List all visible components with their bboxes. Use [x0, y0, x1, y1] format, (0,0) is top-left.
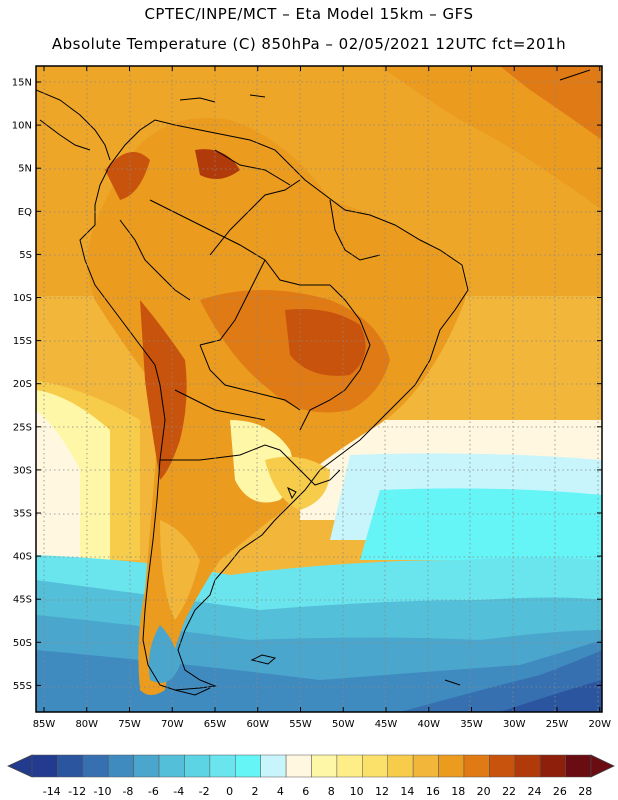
colorbar-label: 10: [350, 785, 364, 798]
colorbar-label: -4: [173, 785, 184, 798]
lon-label: 35W: [460, 719, 483, 730]
lon-label: 85W: [33, 719, 56, 730]
colorbar-swatch: [438, 754, 465, 778]
lat-label: 50S: [13, 638, 32, 649]
colorbar-label: -6: [148, 785, 159, 798]
lat-label: 15S: [13, 336, 32, 347]
colorbar-swatch: [235, 754, 261, 778]
lat-label: 55S: [13, 681, 32, 692]
lon-label: 20W: [588, 719, 611, 730]
lon-label: 30W: [503, 719, 526, 730]
colorbar-label: -14: [43, 785, 61, 798]
colorbar-label: -12: [68, 785, 86, 798]
colorbar-swatch: [463, 754, 490, 778]
lat-label: 40S: [13, 552, 32, 563]
lat-label: 45S: [13, 595, 32, 606]
colorbar-swatch: [539, 754, 566, 778]
colorbar-high-arrow: [590, 754, 615, 778]
colorbar-label: 20: [477, 785, 491, 798]
colorbar-label: -8: [122, 785, 133, 798]
coastlines-and-borders: [36, 69, 591, 696]
colorbar-label: 28: [578, 785, 592, 798]
lat-label: 30S: [13, 465, 32, 476]
colorbar-swatch: [362, 754, 388, 778]
lon-label: 70W: [161, 719, 184, 730]
colorbar-swatch: [285, 754, 312, 778]
chart-title-line-1: CPTEC/INPE/MCT – Eta Model 15km – GFS: [144, 5, 474, 23]
axis-tickmarks: [36, 66, 602, 712]
lon-label: 50W: [332, 719, 355, 730]
lon-label: 40W: [417, 719, 440, 730]
colorbar-label: 18: [451, 785, 465, 798]
lat-label: 25S: [13, 422, 32, 433]
lat-label: 15N: [12, 78, 32, 89]
colorbar-label: -2: [199, 785, 210, 798]
lon-label: 55W: [289, 719, 312, 730]
longitude-labels: 85W 80W 75W 70W 65W 60W 55W 50W 45W 40W 35W 30W 25W 2…: [33, 719, 611, 730]
colorbar-label: 8: [328, 785, 335, 798]
colorbar-label: 22: [502, 785, 516, 798]
colorbar-swatch: [387, 754, 414, 778]
colorbar-label: 16: [426, 785, 440, 798]
lon-label: 75W: [118, 719, 141, 730]
colorbar-swatch: [107, 754, 134, 778]
colorbar-swatch: [82, 754, 109, 778]
colorbar-swatch: [158, 754, 185, 778]
colorbar-label: 12: [375, 785, 389, 798]
lon-label: 65W: [204, 719, 227, 730]
colorbar-swatch: [336, 754, 363, 778]
colorbar-label: 2: [251, 785, 258, 798]
colorbar-swatch: [57, 754, 84, 778]
colorbar-label: 26: [553, 785, 567, 798]
colorbar: [7, 754, 615, 778]
lat-label: 10S: [13, 293, 32, 304]
colorbar-swatch: [260, 754, 287, 778]
colorbar-swatch: [311, 754, 338, 778]
colorbar-swatch: [565, 754, 592, 778]
colorbar-swatch: [184, 754, 211, 778]
lat-label: 10N: [12, 121, 32, 132]
lat-label: EQ: [18, 207, 32, 218]
colorbar-swatch: [133, 754, 160, 778]
colorbar-swatch: [489, 754, 516, 778]
map-frame: [35, 65, 603, 713]
colorbar-swatch: [412, 754, 439, 778]
lat-label: 35S: [13, 509, 32, 520]
lat-label: 20S: [13, 379, 32, 390]
latitude-labels: 15N 10N 5N EQ 5S 10S 15S 20S 25S 30S 35S 40S 45S 50S 5…: [12, 78, 32, 692]
colorbar-label: 4: [277, 785, 284, 798]
colorbar-label: 14: [400, 785, 414, 798]
colorbar-label: 24: [527, 785, 541, 798]
colorbar-label: 0: [226, 785, 233, 798]
colorbar-swatch: [514, 754, 541, 778]
colorbar-swatch: [31, 754, 58, 778]
colorbar-label: -10: [94, 785, 112, 798]
lon-label: 45W: [375, 719, 398, 730]
lat-label: 5N: [18, 164, 32, 175]
chart-title-line-2: Absolute Temperature (C) 850hPa – 02/05/…: [51, 35, 567, 53]
lon-label: 60W: [246, 719, 269, 730]
colorbar-swatch: [209, 754, 236, 778]
colorbar-label: 6: [302, 785, 309, 798]
lat-label: 5S: [19, 250, 32, 261]
temperature-field: [36, 66, 602, 712]
colorbar-labels: -14 -12 -10 -8 -6 -4 -2 0 2 4 6 8 10 12 14 16 18 20 22 24 26…: [43, 785, 593, 798]
colorbar-low-arrow: [7, 754, 33, 778]
lon-label: 80W: [75, 719, 98, 730]
lon-label: 25W: [546, 719, 569, 730]
